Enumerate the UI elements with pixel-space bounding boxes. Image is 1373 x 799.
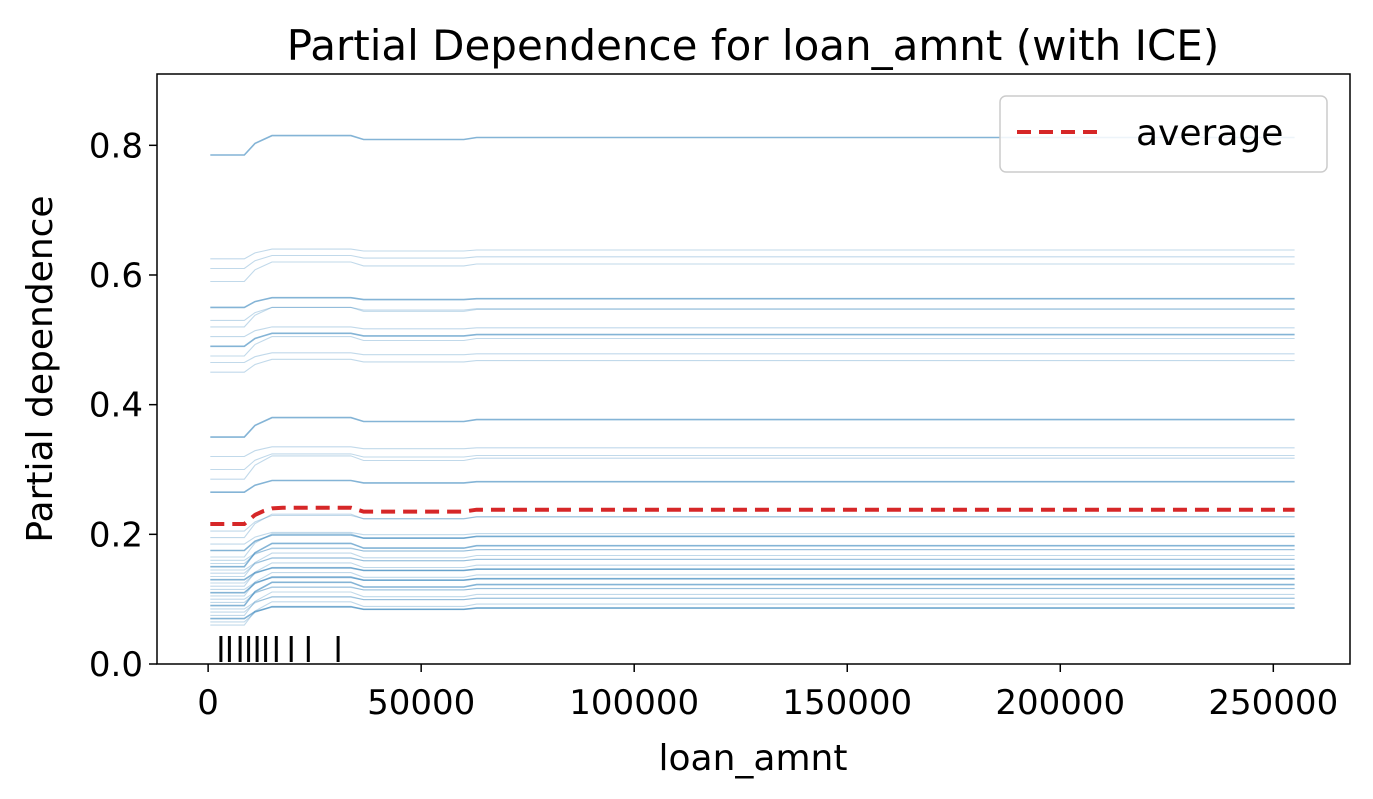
- ice-curve: [210, 581, 1295, 607]
- y-tick-label: 0.8: [89, 126, 143, 166]
- ice-curve: [210, 531, 1295, 545]
- ice-curve: [210, 548, 1295, 561]
- average-line: [210, 505, 1295, 526]
- chart-title: Partial Dependence for loan_amnt (with I…: [287, 21, 1219, 70]
- ice-curve: [210, 562, 1295, 587]
- ice-curve: [210, 567, 1295, 581]
- ice-curve: [210, 586, 1295, 603]
- legend-box: [999, 95, 1328, 173]
- ice-curve: [210, 557, 1295, 571]
- ice-curve: [210, 306, 1295, 328]
- x-tick-label: 150000: [782, 683, 912, 723]
- legend: average: [999, 95, 1328, 173]
- ice-curve: [210, 254, 1295, 270]
- ice-curve: [210, 261, 1295, 283]
- ice-curve: [210, 534, 1295, 552]
- y-tick-label: 0.2: [89, 515, 143, 555]
- ice-curve: [210, 596, 1295, 613]
- ice-curve: [210, 296, 1295, 309]
- average-series: [210, 505, 1295, 526]
- ice-curve: [210, 591, 1295, 616]
- ice-curve: [210, 605, 1295, 623]
- ice-curve: [210, 547, 1295, 565]
- ice-curve: [210, 306, 1295, 321]
- ice-curve: [210, 601, 1295, 626]
- ice-curve: [210, 542, 1295, 568]
- ice-curve: [210, 358, 1295, 373]
- ice-curve: [210, 446, 1295, 458]
- ice-curve: [210, 552, 1295, 578]
- legend-average-label: average: [1136, 113, 1283, 154]
- ice-curve: [210, 566, 1295, 584]
- x-axis: 0 50000 100000 150000 200000 250000: [197, 664, 1338, 723]
- rug-marks: [219, 636, 340, 662]
- ice-curve: [210, 332, 1295, 348]
- ice-curve: [210, 248, 1295, 260]
- ice-curve: [210, 336, 1295, 357]
- ice-curve: [210, 455, 1295, 480]
- ice-curve: [210, 557, 1295, 574]
- y-tick-label: 0.4: [89, 386, 143, 426]
- ice-curve: [210, 572, 1295, 597]
- ice-curves: [210, 134, 1295, 626]
- y-tick-label: 0.0: [89, 645, 143, 685]
- ice-curve: [210, 352, 1295, 364]
- ice-curve: [210, 416, 1295, 438]
- ice-curve: [210, 576, 1295, 594]
- y-axis-label: Partial dependence: [20, 195, 61, 542]
- ice-curve: [210, 514, 1295, 532]
- x-tick-label: 50000: [367, 683, 475, 723]
- ice-curve: [210, 586, 1295, 600]
- ice-curve: [210, 533, 1295, 558]
- ice-curve: [210, 479, 1295, 494]
- y-tick-label: 0.6: [89, 256, 143, 296]
- ice-curve: [210, 606, 1295, 620]
- ice-curve: [210, 134, 1295, 156]
- x-tick-label: 0: [197, 683, 219, 723]
- x-axis-label: loan_amnt: [659, 738, 848, 779]
- x-tick-label: 250000: [1208, 683, 1338, 723]
- x-tick-label: 200000: [995, 683, 1125, 723]
- x-tick-label: 100000: [569, 683, 699, 723]
- ice-curve: [210, 513, 1295, 539]
- ice-curve: [210, 326, 1295, 338]
- ice-curve: [210, 453, 1295, 471]
- plot-frame: [156, 73, 1351, 665]
- y-axis: 0.0 0.2 0.4 0.6 0.8: [89, 126, 157, 685]
- ice-curve: [210, 596, 1295, 610]
